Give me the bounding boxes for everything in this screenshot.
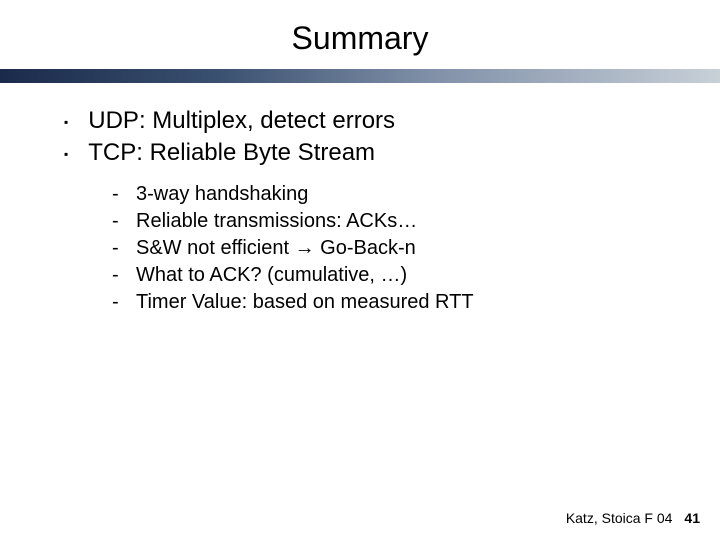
dash-bullet-icon: - bbox=[112, 264, 122, 287]
sub-item-text: Reliable transmissions: ACKs… bbox=[136, 210, 417, 233]
main-item: ▪ TCP: Reliable Byte Stream bbox=[64, 139, 680, 167]
square-bullet-icon: ▪ bbox=[64, 147, 68, 161]
dash-bullet-icon: - bbox=[112, 237, 122, 260]
dash-bullet-icon: - bbox=[112, 291, 122, 314]
sub-item: - What to ACK? (cumulative, …) bbox=[112, 264, 680, 287]
dash-bullet-icon: - bbox=[112, 210, 122, 233]
slide-title: Summary bbox=[0, 0, 720, 69]
slide-footer: Katz, Stoica F 04 41 bbox=[566, 510, 700, 526]
sub-item: - Timer Value: based on measured RTT bbox=[112, 291, 680, 314]
sub-item-text: 3-way handshaking bbox=[136, 183, 308, 206]
divider-bar bbox=[0, 69, 720, 83]
page-number: 41 bbox=[684, 510, 700, 526]
sub-list: - 3-way handshaking - Reliable transmiss… bbox=[112, 183, 680, 314]
square-bullet-icon: ▪ bbox=[64, 115, 68, 129]
sub-item-text: S&W not efficient → Go-Back-n bbox=[136, 237, 416, 260]
content-area: ▪ UDP: Multiplex, detect errors ▪ TCP: R… bbox=[0, 83, 720, 314]
main-item: ▪ UDP: Multiplex, detect errors bbox=[64, 107, 680, 135]
sub-item: - 3-way handshaking bbox=[112, 183, 680, 206]
sub-item-text: What to ACK? (cumulative, …) bbox=[136, 264, 407, 287]
sub-item: - Reliable transmissions: ACKs… bbox=[112, 210, 680, 233]
main-item-text: UDP: Multiplex, detect errors bbox=[88, 107, 395, 135]
dash-bullet-icon: - bbox=[112, 183, 122, 206]
sub-item-text: Timer Value: based on measured RTT bbox=[136, 291, 474, 314]
footer-text: Katz, Stoica F 04 bbox=[566, 510, 673, 526]
sub-item: - S&W not efficient → Go-Back-n bbox=[112, 237, 680, 260]
main-item-text: TCP: Reliable Byte Stream bbox=[88, 139, 375, 167]
